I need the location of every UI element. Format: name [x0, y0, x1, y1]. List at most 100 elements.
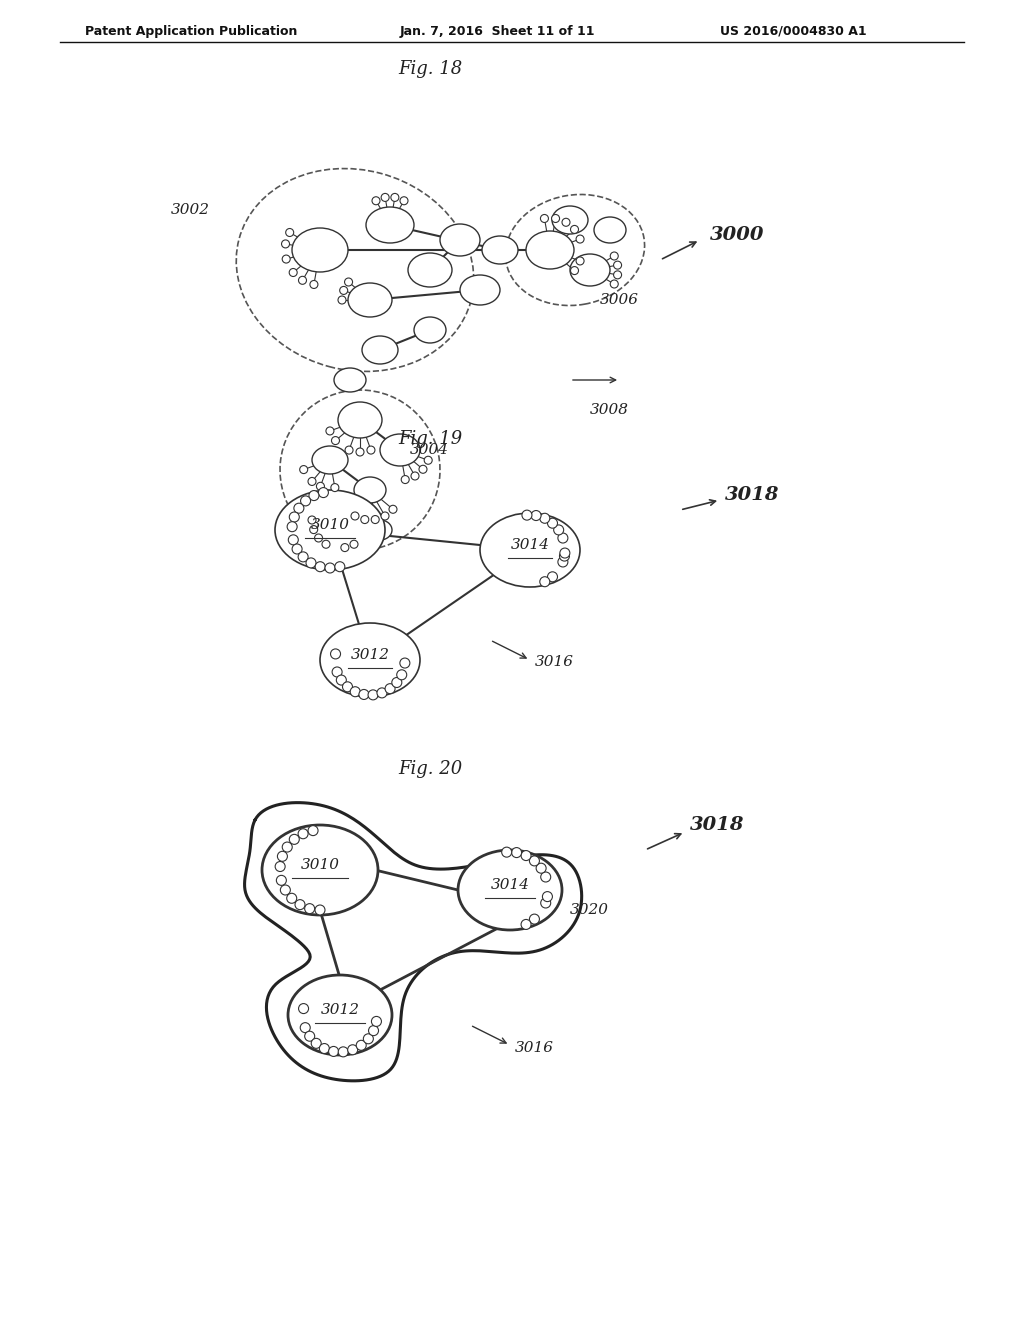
- Circle shape: [326, 426, 334, 436]
- Circle shape: [299, 276, 306, 284]
- Circle shape: [389, 506, 397, 513]
- Circle shape: [295, 900, 305, 909]
- Circle shape: [315, 562, 326, 572]
- Text: 3018: 3018: [725, 486, 779, 504]
- Circle shape: [322, 540, 330, 548]
- Circle shape: [554, 525, 563, 535]
- Circle shape: [531, 511, 541, 520]
- Text: 3014: 3014: [490, 878, 529, 892]
- Circle shape: [315, 906, 325, 915]
- Circle shape: [356, 1040, 367, 1051]
- Circle shape: [540, 577, 550, 586]
- Ellipse shape: [334, 368, 366, 392]
- Circle shape: [548, 572, 557, 582]
- Circle shape: [325, 564, 335, 573]
- Circle shape: [381, 194, 389, 202]
- Circle shape: [372, 197, 380, 205]
- Circle shape: [372, 516, 379, 524]
- Circle shape: [329, 1047, 339, 1056]
- Circle shape: [310, 280, 317, 289]
- Circle shape: [392, 677, 401, 688]
- Circle shape: [276, 875, 287, 886]
- Circle shape: [541, 214, 549, 223]
- Circle shape: [577, 235, 584, 243]
- Circle shape: [521, 920, 531, 929]
- Circle shape: [305, 1031, 314, 1041]
- Circle shape: [522, 510, 531, 520]
- Circle shape: [419, 465, 427, 474]
- Text: 3010: 3010: [310, 517, 349, 532]
- Circle shape: [283, 842, 292, 851]
- Circle shape: [424, 457, 432, 465]
- Circle shape: [314, 535, 323, 543]
- Circle shape: [543, 891, 552, 902]
- Circle shape: [275, 862, 285, 871]
- Ellipse shape: [552, 206, 588, 234]
- Circle shape: [300, 466, 307, 474]
- Text: 3002: 3002: [171, 203, 210, 216]
- Ellipse shape: [480, 513, 580, 587]
- Circle shape: [529, 855, 540, 866]
- Circle shape: [308, 478, 316, 486]
- Text: Fig. 19: Fig. 19: [398, 430, 462, 447]
- Circle shape: [282, 240, 290, 248]
- Ellipse shape: [570, 253, 610, 286]
- Circle shape: [541, 898, 551, 908]
- Circle shape: [367, 446, 375, 454]
- Circle shape: [540, 513, 550, 523]
- Circle shape: [298, 552, 308, 562]
- Circle shape: [364, 1034, 374, 1044]
- Circle shape: [541, 873, 551, 882]
- Text: 3012: 3012: [321, 1003, 359, 1016]
- Circle shape: [558, 533, 568, 543]
- Circle shape: [300, 1023, 310, 1032]
- Circle shape: [344, 279, 352, 286]
- Ellipse shape: [526, 231, 574, 269]
- Circle shape: [286, 228, 294, 236]
- Circle shape: [301, 496, 310, 506]
- Text: 3004: 3004: [410, 444, 449, 457]
- Circle shape: [340, 286, 348, 294]
- Text: Jan. 7, 2016  Sheet 11 of 11: Jan. 7, 2016 Sheet 11 of 11: [400, 25, 596, 38]
- Ellipse shape: [366, 207, 414, 243]
- Circle shape: [401, 475, 410, 483]
- Ellipse shape: [326, 510, 354, 531]
- Circle shape: [399, 659, 410, 668]
- Circle shape: [537, 863, 546, 874]
- Text: 3018: 3018: [690, 816, 744, 834]
- Circle shape: [558, 557, 568, 568]
- Circle shape: [306, 558, 316, 568]
- Circle shape: [351, 512, 359, 520]
- Circle shape: [369, 1026, 379, 1036]
- Ellipse shape: [362, 337, 398, 364]
- Circle shape: [319, 1044, 330, 1053]
- Circle shape: [396, 669, 407, 680]
- Text: 3016: 3016: [535, 655, 574, 669]
- Circle shape: [560, 548, 570, 558]
- Circle shape: [289, 535, 298, 545]
- Text: Patent Application Publication: Patent Application Publication: [85, 25, 297, 38]
- Circle shape: [287, 894, 297, 903]
- Circle shape: [350, 540, 358, 548]
- Circle shape: [391, 194, 399, 202]
- Ellipse shape: [482, 236, 518, 264]
- Text: 3000: 3000: [710, 226, 765, 244]
- Circle shape: [283, 255, 290, 263]
- Circle shape: [336, 675, 346, 685]
- Circle shape: [570, 226, 579, 234]
- Circle shape: [294, 503, 304, 513]
- Ellipse shape: [460, 275, 500, 305]
- Circle shape: [350, 686, 360, 697]
- Ellipse shape: [262, 825, 378, 915]
- Circle shape: [309, 525, 317, 533]
- Circle shape: [289, 268, 297, 276]
- Circle shape: [562, 218, 570, 226]
- Circle shape: [290, 834, 299, 845]
- Text: 3020: 3020: [570, 903, 609, 917]
- Circle shape: [338, 1047, 348, 1057]
- Circle shape: [385, 684, 395, 694]
- Circle shape: [331, 649, 341, 659]
- Circle shape: [570, 267, 579, 275]
- Circle shape: [308, 516, 316, 524]
- Circle shape: [411, 473, 419, 480]
